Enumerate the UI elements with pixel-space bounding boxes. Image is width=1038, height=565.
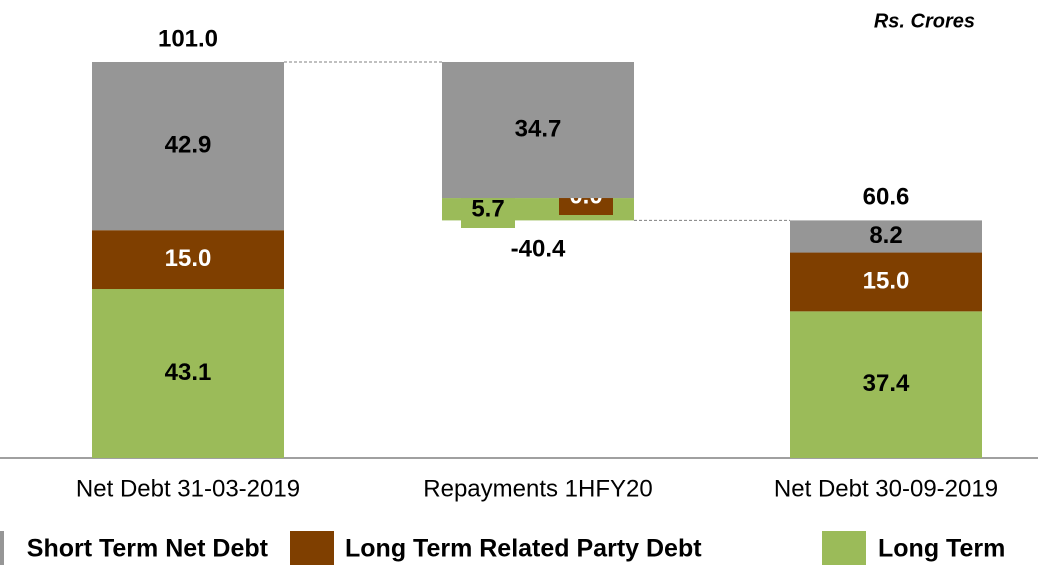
unit-label: Rs. Crores <box>874 10 975 32</box>
legend-label: Long Term Related Party Debt <box>345 535 702 563</box>
legend-swatch <box>0 531 4 565</box>
legend-label: Long Term <box>878 535 1005 563</box>
data-label: 42.9 <box>165 131 212 158</box>
x-tick-label: Net Debt 31-03-2019 <box>76 475 300 502</box>
data-label: 43.1 <box>165 359 212 386</box>
bar-segment <box>92 62 284 231</box>
bar-segment <box>790 220 982 253</box>
total-label: 101.0 <box>158 25 218 52</box>
data-label: 37.4 <box>863 370 910 397</box>
data-label: 15.0 <box>863 267 910 294</box>
x-tick-label: Repayments 1HFY20 <box>423 475 652 502</box>
data-label: 5.7 <box>471 195 504 222</box>
legend-label: Short Term Net Debt <box>27 535 269 563</box>
bar-segment <box>790 311 982 458</box>
data-label: 8.2 <box>869 222 902 249</box>
total-label: -40.4 <box>511 236 566 263</box>
bar-segment <box>92 230 284 290</box>
legend-swatch <box>290 531 334 565</box>
bar-segment <box>442 62 634 199</box>
bar-segment <box>92 289 284 458</box>
total-label: 60.6 <box>863 184 910 211</box>
x-tick-label: Net Debt 30-09-2019 <box>774 475 998 502</box>
data-label: 15.0 <box>165 245 212 272</box>
data-label: 34.7 <box>515 115 562 142</box>
bar-segment <box>790 252 982 312</box>
legend-swatch <box>822 531 866 565</box>
